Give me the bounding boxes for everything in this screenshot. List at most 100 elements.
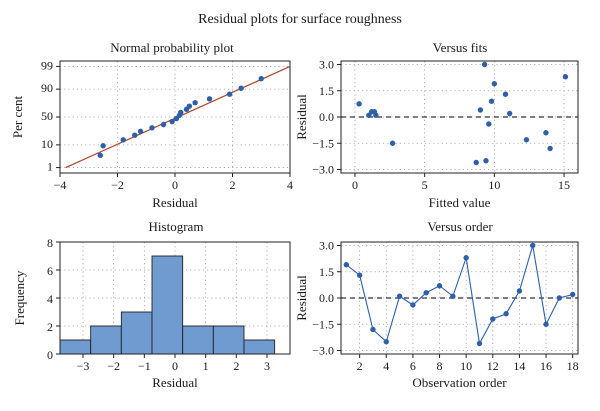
data-point <box>491 81 498 87</box>
data-point <box>120 137 126 143</box>
panel-title: Versus order <box>427 219 493 234</box>
data-point <box>343 262 350 268</box>
data-point <box>100 143 106 149</box>
x-axis-label: Fitted value <box>429 195 491 210</box>
y-tick-label: −1.5 <box>312 317 334 331</box>
data-point <box>396 293 403 299</box>
x-tick-label: −3 <box>77 359 90 373</box>
data-point <box>97 152 103 159</box>
data-point <box>477 107 484 113</box>
data-point <box>530 242 536 249</box>
data-point <box>569 291 576 298</box>
y-tick-label: 0.0 <box>319 291 334 305</box>
x-tick-label: 18 <box>567 359 579 373</box>
data-point <box>186 103 193 109</box>
x-tick-label: 10 <box>460 359 472 373</box>
x-tick-label: −1 <box>138 359 151 373</box>
x-tick-label: 12 <box>487 359 499 373</box>
histogram-bar <box>212 325 245 355</box>
y-tick-label: 8 <box>47 236 53 250</box>
histogram-bar <box>151 255 184 355</box>
data-point <box>543 130 549 136</box>
data-point <box>516 288 523 294</box>
y-tick-label: 6 <box>47 264 53 278</box>
data-point <box>410 302 416 308</box>
data-point <box>423 290 429 296</box>
panel-title: Histogram <box>149 219 204 234</box>
x-tick-label: 14 <box>513 359 525 373</box>
data-point <box>169 118 175 125</box>
x-tick-label: 4 <box>383 359 389 373</box>
x-tick-label: −4 <box>54 178 67 192</box>
residual-order-line <box>345 245 573 346</box>
x-tick-label: 1 <box>203 359 209 373</box>
histogram-bar <box>182 325 214 355</box>
data-point <box>258 75 264 82</box>
x-tick-label: 2 <box>233 359 239 373</box>
data-point <box>373 112 379 118</box>
data-point <box>476 340 483 347</box>
panel-title: Normal probability plot <box>110 40 234 55</box>
panel-1: −4 −2 0 2 4 1 10 50 90 99 Normal probability plot R… <box>10 40 293 210</box>
figure-title: Residual plots for surface roughness <box>198 12 402 27</box>
y-tick-label: 1.5 <box>319 265 334 279</box>
y-tick-label: 1 <box>47 160 53 174</box>
data-point <box>137 128 144 135</box>
data-point <box>389 140 396 146</box>
data-point <box>132 132 138 138</box>
x-tick-label: −2 <box>111 178 124 192</box>
data-point <box>506 110 513 117</box>
y-tick-label: 2 <box>47 320 53 334</box>
histogram-bar <box>59 339 92 355</box>
histogram-bar <box>243 339 276 355</box>
data-point <box>383 339 389 345</box>
panel-title: Versus fits <box>433 40 488 55</box>
data-point <box>160 121 167 128</box>
y-tick-label: 0 <box>47 348 53 362</box>
y-tick-label: 3.0 <box>319 58 334 72</box>
y-tick-label: 3.0 <box>319 239 334 253</box>
x-tick-label: 10 <box>488 178 500 192</box>
data-point <box>238 85 244 91</box>
y-tick-label: 4 <box>47 292 53 306</box>
x-tick-label: 8 <box>437 359 443 373</box>
x-tick-label: 15 <box>558 178 570 192</box>
data-point <box>370 326 376 333</box>
x-tick-label: 0 <box>172 178 178 192</box>
data-point <box>356 101 362 107</box>
x-tick-label: 4 <box>287 178 293 192</box>
data-point <box>473 159 479 166</box>
data-point <box>436 283 443 289</box>
data-point <box>226 91 233 97</box>
x-tick-label: 2 <box>230 178 236 192</box>
y-tick-label: 99 <box>41 58 53 72</box>
data-point <box>178 109 184 116</box>
panel-4: 2 4 6 8 10 12 14 16 18 −3.0 −1.5 0.0 1.5 3.0 Versus or… <box>294 219 579 390</box>
data-point <box>490 316 496 322</box>
y-tick-label: 50 <box>41 109 53 123</box>
data-point <box>503 311 509 317</box>
data-point <box>547 145 553 152</box>
data-point <box>463 255 469 261</box>
x-axis-label: Residual <box>152 375 198 390</box>
y-tick-label: −1.5 <box>312 136 334 150</box>
y-tick-label: 0.0 <box>319 110 334 124</box>
data-point <box>206 96 213 102</box>
y-tick-label: 10 <box>41 137 53 151</box>
data-point <box>523 137 530 143</box>
x-tick-label: 2 <box>357 359 363 373</box>
data-point <box>488 98 495 104</box>
x-tick-label: −2 <box>107 359 120 373</box>
x-tick-label: 5 <box>422 178 428 192</box>
panel-3: −3 −2 −1 0 1 2 3 0 2 4 6 8 Histogram Residual Frequenc… <box>12 219 291 390</box>
x-tick-label: 3 <box>264 359 270 373</box>
data-point <box>450 293 456 299</box>
data-point <box>562 74 569 80</box>
data-point <box>356 272 363 278</box>
data-point <box>192 99 198 106</box>
data-point <box>481 61 488 68</box>
data-point <box>543 321 549 327</box>
y-tick-label: 1.5 <box>319 84 334 98</box>
data-point <box>502 91 509 97</box>
